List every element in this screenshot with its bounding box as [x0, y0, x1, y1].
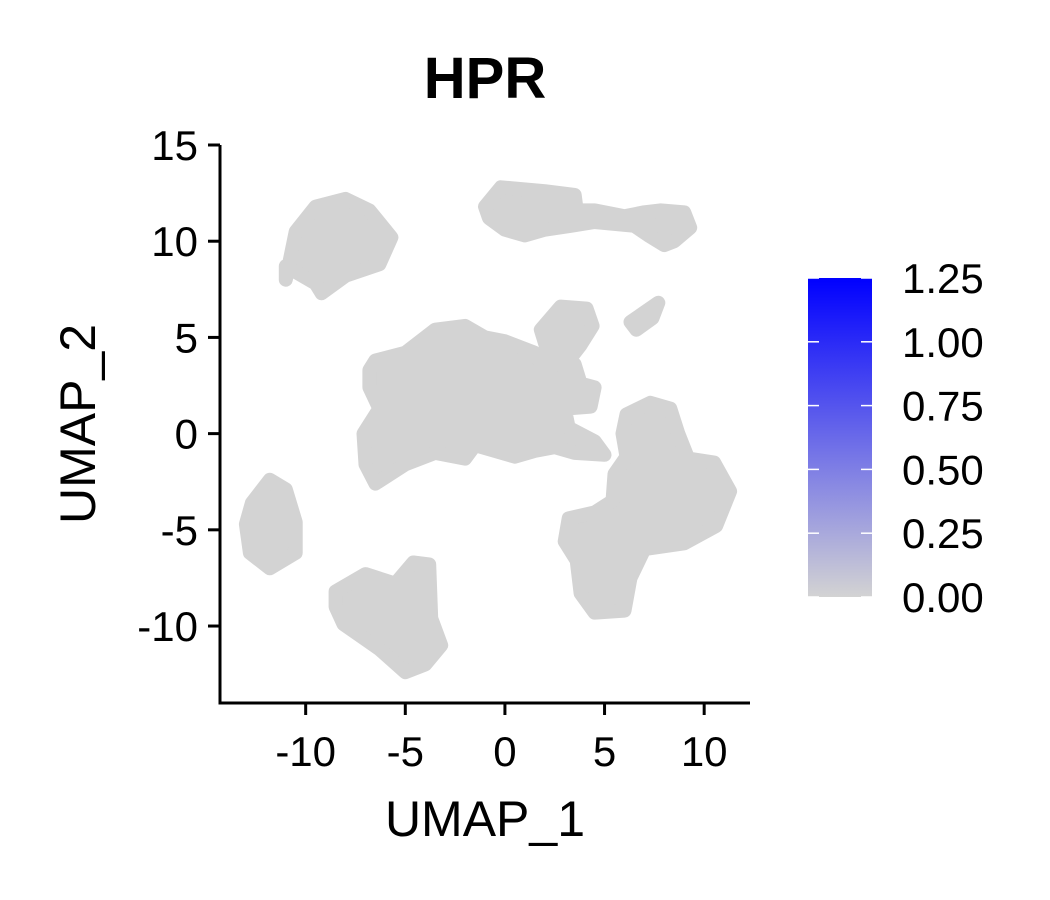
- cell-cluster-4: [533, 299, 600, 372]
- colorbar-tick-label: 0.25: [902, 510, 984, 557]
- x-tick-label: 5: [593, 728, 616, 775]
- y-axis-label: UMAP_2: [50, 324, 106, 524]
- colorbar-tick-label: 0.00: [902, 574, 984, 621]
- chart-title: HPR: [424, 46, 546, 111]
- x-tick-label: 0: [493, 728, 516, 775]
- x-tick-label: -5: [387, 728, 424, 775]
- y-tick-label: 0: [175, 411, 198, 458]
- colorbar-tick-label: 1.00: [902, 319, 984, 366]
- colorbar-tick-label: 0.50: [902, 446, 984, 493]
- x-axis-label: UMAP_1: [385, 791, 585, 847]
- cell-cluster-2: [478, 180, 698, 253]
- cell-cluster-8: [328, 555, 449, 680]
- y-tick-label: 5: [175, 314, 198, 361]
- cell-cluster-6: [557, 395, 738, 620]
- x-tick-label: -10: [275, 728, 336, 775]
- y-tick-label: -10: [137, 603, 198, 650]
- colorbar-tick-label: 0.75: [902, 383, 984, 430]
- y-tick-label: -5: [161, 507, 198, 554]
- colorbar-gradient: [808, 278, 872, 597]
- scatter-points: [238, 180, 738, 680]
- y-tick-label: 10: [151, 218, 198, 265]
- cell-cluster-7: [238, 472, 303, 576]
- cell-cluster-5: [623, 295, 666, 337]
- cell-cluster-3: [356, 318, 612, 491]
- y-tick-label: 15: [151, 122, 198, 169]
- x-tick-label: 10: [681, 728, 728, 775]
- colorbar-legend: 0.00 0.25 0.50 0.75 1.00 1.25: [808, 255, 984, 621]
- cell-cluster-1: [278, 191, 399, 301]
- colorbar-tick-label: 1.25: [902, 255, 984, 302]
- axes: -10 -5 0 5 10 -10 -5 0 5 10 15: [137, 122, 750, 775]
